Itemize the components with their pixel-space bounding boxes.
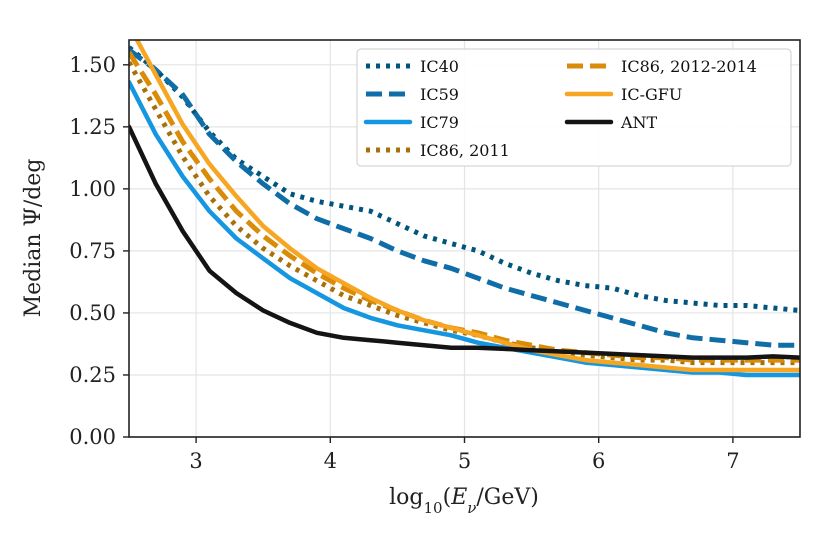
x-axis-label: log10(Eν/GeV) xyxy=(389,485,539,517)
y-tick-label: 0.75 xyxy=(69,239,116,263)
axis-ticks: 3 4 5 6 7 0.00 0.25 0.50 0.75 1.00 1.25 1.50 xyxy=(69,53,739,473)
legend-label: IC86, 2012-2014 xyxy=(621,57,757,76)
series-line-ant xyxy=(129,124,800,360)
series-line-ic40 xyxy=(129,45,800,313)
y-tick-label: 0.50 xyxy=(69,301,116,325)
y-tick-label: 0.25 xyxy=(69,363,116,387)
legend-label: IC79 xyxy=(420,113,459,132)
y-axis-label: Median Ψ/deg xyxy=(21,159,46,318)
x-tick-label: 5 xyxy=(458,449,471,473)
y-tick-label: 1.50 xyxy=(69,53,116,77)
series-line-ic79 xyxy=(129,79,800,378)
legend-box xyxy=(356,48,792,167)
y-tick-label: 1.25 xyxy=(69,115,116,139)
legend-label: IC59 xyxy=(420,85,459,104)
x-tick-label: 7 xyxy=(726,449,739,473)
legend: IC40 IC59 IC79 IC86, 2011 IC86, 2012-2014 IC-… xyxy=(356,48,792,167)
series-line-ic-gfu xyxy=(134,40,800,373)
legend-label: IC-GFU xyxy=(621,85,682,104)
y-tick-label: 0.00 xyxy=(69,425,116,449)
x-tick-label: 4 xyxy=(324,449,337,473)
legend-label: IC86, 2011 xyxy=(420,141,510,160)
series-line-ic59 xyxy=(129,47,800,348)
x-tick-label: 3 xyxy=(189,449,202,473)
legend-label: ANT xyxy=(620,113,658,132)
legend-label: IC40 xyxy=(420,57,459,76)
x-tick-label: 6 xyxy=(592,449,605,473)
series-lines xyxy=(129,40,800,378)
y-tick-label: 1.00 xyxy=(69,177,116,201)
